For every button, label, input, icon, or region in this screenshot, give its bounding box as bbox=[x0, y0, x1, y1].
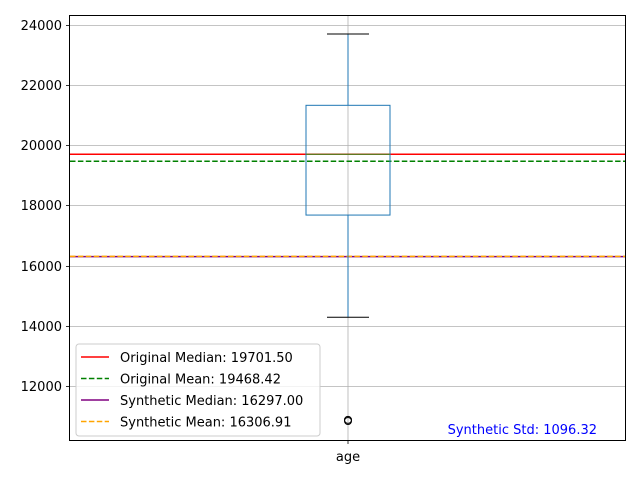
box-iqr bbox=[305, 104, 391, 216]
legend-label-1: Original Median: 19701.50 bbox=[120, 351, 293, 366]
y-tick-label-24000: 24000 bbox=[21, 19, 62, 34]
x-tick-label-age: age bbox=[336, 450, 360, 465]
y-tick-label-20000: 20000 bbox=[21, 139, 62, 154]
y-axis: 12000 14000 16000 18000 20000 22000 24000 bbox=[21, 19, 70, 395]
x-axis: age bbox=[336, 440, 360, 465]
outlier-point-2 bbox=[344, 415, 352, 424]
y-tick-label-22000: 22000 bbox=[21, 79, 62, 94]
plot-frame bbox=[69, 15, 626, 441]
legend-label-3: Synthetic Median: 16297.00 bbox=[120, 394, 303, 409]
legend-label-4: Synthetic Mean: 16306.91 bbox=[120, 416, 291, 431]
y-tick-label-12000: 12000 bbox=[21, 380, 62, 395]
legend-label-2: Original Mean: 19468.42 bbox=[120, 373, 281, 388]
legend: Original Median: 19701.50 Original Mean: … bbox=[75, 343, 321, 437]
y-tick-label-18000: 18000 bbox=[21, 199, 62, 214]
y-tick-label-16000: 16000 bbox=[21, 260, 62, 275]
box-plot bbox=[305, 33, 391, 426]
legend-box bbox=[75, 343, 321, 437]
synthetic-std-annotation: Synthetic Std: 1096.32 bbox=[448, 423, 597, 438]
y-tick-label-14000: 14000 bbox=[21, 320, 62, 335]
